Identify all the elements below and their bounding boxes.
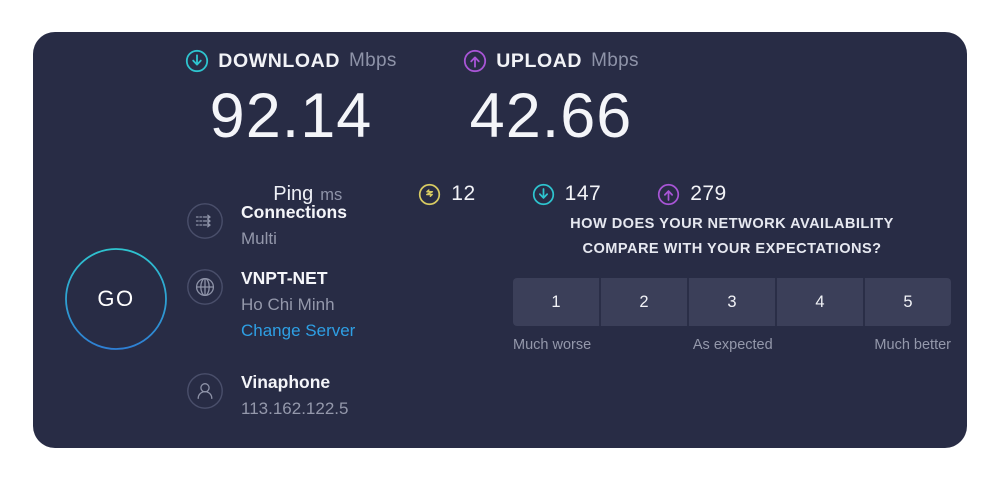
download-value: 92.14 <box>209 81 373 151</box>
go-button[interactable]: GO <box>64 247 168 351</box>
ping-upload-value: 279 <box>690 182 727 205</box>
rating-option-1[interactable]: 1 <box>513 278 601 326</box>
person-icon <box>186 372 224 410</box>
survey-question-line2: COMPARE WITH YOUR EXPECTATIONS? <box>582 241 882 257</box>
ping-unit: ms <box>320 185 343 204</box>
download-header: DOWNLOAD Mbps <box>141 46 441 76</box>
idle-latency-icon <box>418 183 441 206</box>
upload-unit: Mbps <box>591 50 639 71</box>
download-arrow-circle-icon <box>185 49 209 73</box>
scale-label-mid: As expected <box>692 337 773 353</box>
connection-info-list: Connections Multi VNPT-NET Ho Chi Minh C… <box>186 200 486 436</box>
rating-option-5[interactable]: 5 <box>865 278 951 326</box>
globe-icon <box>186 268 224 306</box>
ping-upload-item: 279 <box>657 182 727 206</box>
survey-scale-labels: Much worse As expected Much better <box>513 337 951 353</box>
go-ring-icon <box>65 248 167 350</box>
ping-idle-item: 12 <box>418 182 475 206</box>
scale-label-low: Much worse <box>513 337 592 353</box>
ping-download-value: 147 <box>564 182 602 205</box>
upload-header: UPLOAD Mbps <box>401 46 701 76</box>
ping-download-item: 147 <box>532 182 602 206</box>
speed-summary: DOWNLOAD Mbps 92.14 UPLOAD Mbps 42 <box>33 46 967 166</box>
ping-idle-value: 12 <box>451 182 476 205</box>
survey-question-line1: HOW DOES YOUR NETWORK AVAILABILITY <box>570 216 894 232</box>
upload-speed-block: UPLOAD Mbps 42.66 <box>401 46 701 154</box>
isp-name: Vinaphone <box>241 372 331 392</box>
scale-label-high: Much better <box>874 337 951 353</box>
download-label: DOWNLOAD <box>218 49 341 72</box>
connections-icon <box>186 202 224 240</box>
upload-label: UPLOAD <box>496 49 583 72</box>
rating-option-4[interactable]: 4 <box>777 278 865 326</box>
server-row: VNPT-NET Ho Chi Minh Change Server <box>186 266 486 362</box>
ping-summary: Ping ms 12 <box>33 182 967 206</box>
connections-title: Connections <box>241 202 347 222</box>
survey-rating-group: 1 2 3 4 5 <box>513 278 951 326</box>
download-unit: Mbps <box>349 50 397 71</box>
ping-label-group: Ping ms <box>273 183 342 206</box>
network-survey: HOW DOES YOUR NETWORK AVAILABILITY COMPA… <box>513 212 951 353</box>
result-card: DOWNLOAD Mbps 92.14 UPLOAD Mbps 4 2 <box>33 32 967 448</box>
server-name: VNPT-NET <box>241 268 328 288</box>
download-speed-block: DOWNLOAD Mbps 92.14 <box>141 46 441 154</box>
rating-option-2[interactable]: 2 <box>601 278 689 326</box>
rating-option-3[interactable]: 3 <box>689 278 777 326</box>
go-button-label: GO <box>97 286 135 311</box>
upload-arrow-circle-icon <box>463 49 487 73</box>
download-arrow-circle-icon <box>532 183 555 206</box>
upload-value: 42.66 <box>469 81 633 151</box>
upload-arrow-circle-icon <box>657 183 680 206</box>
change-server-link[interactable]: Change Server <box>241 321 356 340</box>
server-location: Ho Chi Minh <box>241 295 335 314</box>
connections-row: Connections Multi <box>186 200 486 266</box>
isp-row: Vinaphone 113.162.122.5 <box>186 370 486 436</box>
ping-label: Ping <box>273 182 314 205</box>
isp-ip-address: 113.162.122.5 <box>241 399 349 418</box>
connections-value: Multi <box>241 229 277 248</box>
